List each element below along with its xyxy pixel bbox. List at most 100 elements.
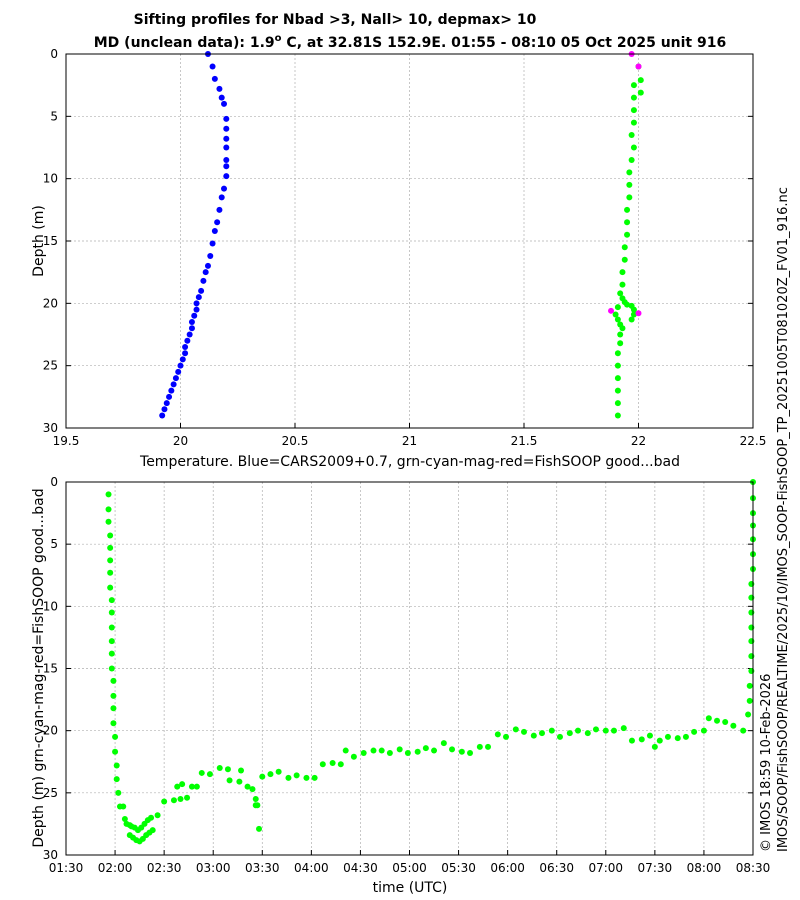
green-data-point [110, 692, 117, 699]
chart-title-line1: Sifting profiles for Nbad >3, Nall> 10, … [134, 12, 537, 28]
green-data-point [745, 711, 752, 718]
green-data-point [621, 256, 628, 263]
green-data-point [614, 362, 621, 369]
top-panel-points [159, 51, 644, 419]
x-tick-label: 01:30 [49, 861, 84, 875]
green-data-point [179, 781, 186, 788]
blue-data-point [186, 331, 193, 338]
y-tick-label: 0 [50, 47, 58, 61]
green-data-point [626, 194, 633, 201]
green-data-point [293, 772, 300, 779]
green-data-point [110, 677, 117, 684]
blue-data-point [188, 325, 195, 332]
blue-data-point [216, 85, 223, 92]
green-data-point [619, 325, 626, 332]
blue-data-point [218, 94, 225, 101]
green-data-point [521, 728, 527, 735]
green-data-point [337, 761, 344, 768]
green-data-point [113, 762, 120, 769]
green-data-point [700, 727, 707, 734]
green-data-point [630, 311, 637, 318]
green-data-point [249, 786, 256, 793]
green-data-point [386, 750, 393, 757]
title-line2-post: C, at 32.81S 152.9E. 01:55 - 08:10 05 Oc… [282, 35, 727, 51]
blue-data-point [170, 381, 177, 388]
blue-data-point [184, 337, 191, 344]
y-tick-label: 0 [50, 475, 58, 489]
green-data-point [449, 746, 456, 753]
green-data-point [630, 119, 637, 126]
magenta-data-point [635, 63, 642, 70]
green-data-point [614, 387, 621, 394]
blue-data-point [223, 125, 230, 132]
green-data-point [494, 731, 501, 738]
green-data-point [108, 624, 115, 631]
green-data-point [626, 169, 633, 176]
bottom-panel-frame [65, 481, 754, 856]
blue-data-point [207, 252, 214, 259]
top-panel-gridlines [66, 54, 753, 428]
green-data-point [691, 728, 698, 735]
green-data-point [105, 518, 112, 525]
green-data-point [177, 796, 184, 803]
bottom-panel-ticks: 01:30 02:00 02:30 03:00 03:30 04:00 04:30 05:00… [43, 475, 771, 875]
green-data-point [120, 803, 127, 810]
green-data-point [617, 290, 624, 297]
green-data-point [651, 743, 658, 750]
blue-data-point [223, 173, 230, 180]
y-tick-label: 25 [43, 786, 58, 800]
top-panel-ticks: 19.5 20 20.5 21 21.5 22 22.5 0 5 10 15 20 25 30 [43, 47, 767, 448]
green-data-point [254, 802, 261, 809]
green-data-point [184, 794, 191, 801]
green-data-point [350, 753, 357, 760]
green-data-point [538, 730, 545, 737]
green-data-point [617, 340, 624, 347]
green-data-point [259, 773, 266, 780]
x-tick-label: 06:00 [490, 861, 525, 875]
green-data-point [329, 759, 336, 766]
green-data-point [614, 400, 621, 407]
green-data-point [624, 206, 631, 213]
green-data-point [256, 825, 263, 832]
green-data-point [628, 156, 635, 163]
x-tick-label: 21.5 [511, 434, 538, 448]
green-data-point [161, 798, 168, 805]
green-data-point [206, 771, 213, 778]
green-data-point [503, 733, 510, 740]
green-data-point [722, 718, 729, 725]
y-tick-label: 15 [43, 234, 58, 248]
green-data-point [656, 737, 663, 744]
green-data-point [252, 796, 259, 803]
green-data-point [105, 491, 112, 498]
blue-data-point [198, 287, 205, 294]
blue-data-point [202, 269, 209, 276]
green-data-point [630, 107, 637, 114]
green-data-point [193, 783, 200, 790]
x-tick-label: 05:00 [392, 861, 427, 875]
bottom-x-axis-label: time (UTC) [373, 880, 448, 896]
blue-data-point [195, 294, 202, 301]
green-data-point [236, 778, 243, 785]
green-data-point [592, 726, 599, 733]
green-data-point [108, 597, 115, 604]
green-data-point [638, 736, 645, 743]
x-tick-label: 04:00 [294, 861, 329, 875]
blue-data-point [211, 75, 218, 82]
green-data-point [614, 316, 621, 323]
blue-data-point [177, 362, 184, 369]
green-data-point [548, 727, 555, 734]
green-data-point [115, 789, 122, 796]
green-data-point [530, 732, 537, 739]
green-data-point [614, 375, 621, 382]
green-data-point [422, 745, 429, 752]
blue-data-point [223, 156, 230, 163]
y-tick-label: 25 [43, 359, 58, 373]
green-data-point [108, 638, 115, 645]
green-data-point [476, 743, 483, 750]
green-data-point [630, 82, 637, 89]
green-data-point [188, 783, 195, 790]
degree-sign: o [275, 33, 282, 44]
y-tick-label: 10 [43, 599, 58, 613]
x-tick-label: 20 [173, 434, 188, 448]
